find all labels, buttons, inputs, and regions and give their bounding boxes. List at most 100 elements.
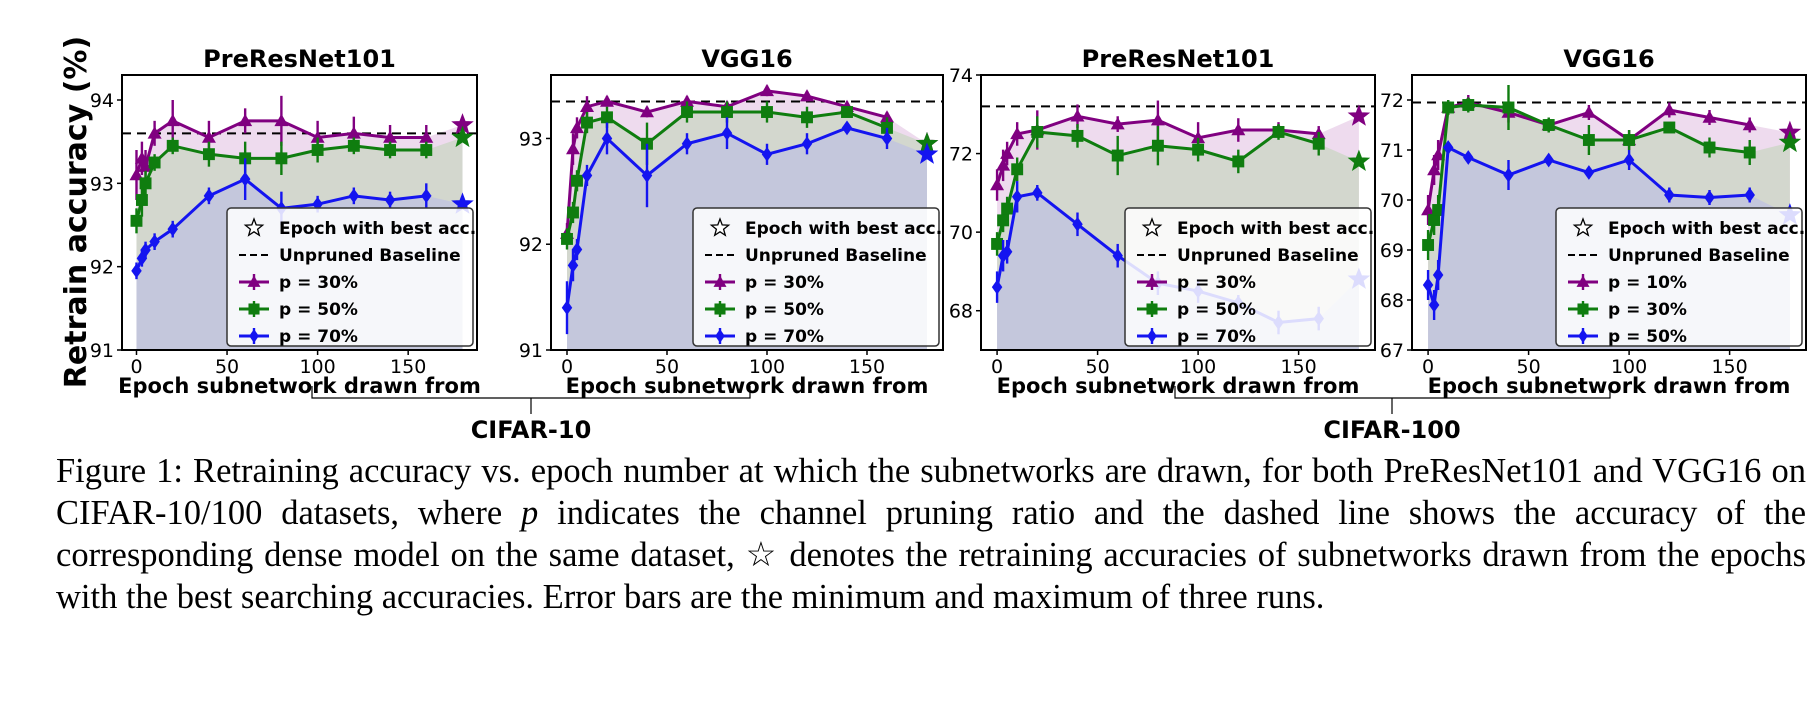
legend-label: p = 50% (1177, 300, 1256, 320)
data-point (761, 106, 773, 118)
legend-box (1555, 207, 1803, 347)
chart-title: VGG16 (1563, 45, 1654, 73)
best-epoch-star (1347, 149, 1371, 172)
series-3 (1422, 140, 1755, 320)
data-point (601, 131, 613, 146)
data-point (347, 139, 360, 152)
data-point (1150, 113, 1165, 126)
legend: Epoch with best acc. Unpruned Baseline p =… (692, 207, 942, 347)
data-point (148, 156, 161, 169)
series-2 (991, 116, 1325, 256)
best-epoch-star (915, 142, 939, 164)
data-point (1428, 297, 1440, 313)
group-bracket-cifar100: CIFAR-100 (1174, 386, 1611, 444)
data-point (383, 130, 398, 143)
data-point (310, 130, 325, 143)
legend-marker (1146, 303, 1158, 315)
figure-caption: Figure 1: Retraining accuracy vs. epoch … (56, 450, 1806, 618)
plot-frame (121, 74, 478, 351)
legend-label: p = 50% (279, 300, 358, 320)
figure: 91 92 93 94 0 50 100 150 PreResNet101 Epoch subne… (59, 36, 1807, 444)
data-point (1542, 119, 1555, 131)
data-point (130, 214, 143, 227)
legend-label: Epoch with best acc. (1608, 219, 1805, 239)
legend-label: p = 30% (1608, 300, 1687, 320)
data-point (1623, 152, 1635, 168)
data-point (149, 234, 160, 250)
best-epoch-star (451, 125, 474, 148)
data-point (1192, 143, 1205, 156)
data-point (561, 232, 573, 245)
y-tick-label: 94 (90, 90, 114, 112)
data-point (570, 120, 584, 134)
legend-label: p = 10% (1608, 273, 1687, 293)
data-point (166, 139, 179, 152)
legend-marker (1577, 303, 1589, 315)
legend-marker (714, 303, 726, 315)
x-tick-label: 100 (1180, 356, 1216, 378)
data-point (566, 142, 580, 155)
data-point (1427, 163, 1442, 176)
data-point (996, 158, 1011, 171)
data-point (571, 242, 583, 257)
data-point (1191, 130, 1206, 144)
data-point (581, 116, 593, 129)
data-point (1581, 105, 1596, 118)
legend: Epoch with best acc. Unpruned Baseline p =… (1555, 207, 1805, 347)
x-tick-label: 50 (215, 356, 239, 378)
chart-panel-3: 68 70 72 74 0 50 100 150 PreResNet101 Epoch subne… (949, 45, 1376, 398)
legend-label: Epoch with best acc. (279, 219, 476, 239)
data-point (348, 188, 360, 204)
data-point (1462, 99, 1475, 111)
data-point (1011, 163, 1024, 176)
data-point (571, 174, 583, 187)
data-point (1421, 203, 1436, 216)
data-point (801, 111, 813, 124)
legend-label: Epoch with best acc. (745, 219, 942, 239)
chart-title: PreResNet101 (1082, 45, 1275, 73)
data-point (881, 131, 893, 146)
data-point (1702, 110, 1717, 123)
data-point (275, 152, 288, 165)
data-point (147, 126, 162, 139)
data-point (1010, 126, 1025, 140)
data-point (420, 144, 433, 156)
data-point (1664, 187, 1675, 203)
x-axis-label: Epoch subnetwork drawn from (997, 374, 1360, 398)
data-point (567, 206, 579, 219)
x-tick-label: 100 (299, 356, 335, 378)
data-point (1582, 134, 1595, 146)
legend-label: Unpruned Baseline (1608, 246, 1790, 266)
data-point (1503, 167, 1514, 183)
data-point (201, 130, 216, 143)
data-point (841, 120, 853, 136)
data-point (1001, 244, 1013, 260)
data-point (140, 242, 151, 258)
legend-star-icon (1572, 217, 1594, 237)
legend-marker (247, 275, 261, 287)
best-epoch-star (1778, 130, 1802, 153)
y-tick-label: 67 (1380, 340, 1404, 362)
x-tick-label: 0 (991, 356, 1003, 378)
data-point (561, 300, 573, 316)
legend-marker (713, 275, 727, 287)
data-point (1032, 185, 1043, 201)
legend-label: p = 70% (279, 327, 358, 347)
data-point (880, 110, 894, 123)
data-point (1431, 148, 1446, 161)
legend-label: Unpruned Baseline (279, 246, 461, 266)
x-tick-label: 50 (1516, 356, 1540, 378)
figure-canvas: 91 92 93 94 0 50 100 150 PreResNet101 Epoch subne… (59, 36, 1807, 444)
data-point (1110, 117, 1125, 130)
data-point (681, 106, 693, 118)
data-point (311, 144, 324, 156)
legend-label: p = 70% (745, 327, 824, 347)
chart-panel-4: 67 68 69 70 71 72 0 50 100 150 VGG16 Epoch subnetwo… (1380, 45, 1807, 398)
legend-marker (249, 329, 259, 343)
y-tick-label: 92 (90, 257, 114, 279)
data-point (384, 144, 397, 156)
area-fill-3 (997, 192, 1359, 350)
x-tick-label: 0 (561, 356, 573, 378)
data-point (761, 146, 773, 162)
data-point (202, 148, 215, 161)
